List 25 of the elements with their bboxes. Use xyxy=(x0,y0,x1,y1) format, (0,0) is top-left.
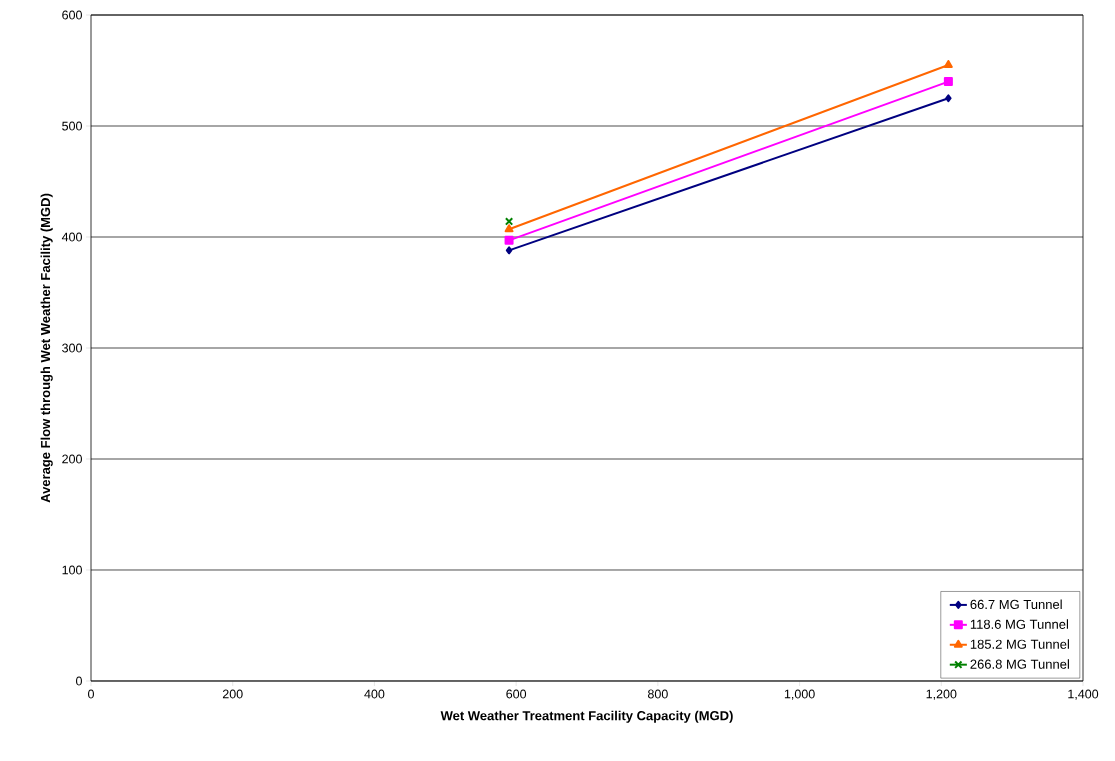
x-tick-label: 200 xyxy=(222,689,243,699)
x-tick-label: 800 xyxy=(647,689,668,699)
y-tick-label: 300 xyxy=(62,343,82,353)
point xyxy=(945,94,952,103)
legend-label: 266.8 MG Tunnel xyxy=(970,659,1069,669)
x-tick-label: 1,200 xyxy=(926,689,957,700)
y-axis-title: Average Flow through Wet Weather Facility (MGD) xyxy=(40,193,53,503)
y-tick-label: 0 xyxy=(76,676,82,686)
legend-label: 118.6 MG Tunnel xyxy=(970,619,1068,629)
x-tick-label: 0 xyxy=(88,689,94,699)
y-tick-label: 600 xyxy=(62,10,82,20)
legend-label: 185.2 MG Tunnel xyxy=(970,639,1069,649)
y-tick-label: 100 xyxy=(62,565,82,575)
y-tick-label: 500 xyxy=(62,121,82,131)
y-tick-label: 200 xyxy=(62,454,82,464)
point xyxy=(504,235,514,245)
x-tick-label: 1,400 xyxy=(1068,689,1099,700)
legend-label: 66.7 MG Tunnel xyxy=(970,599,1062,609)
x-axis-title: Wet Weather Treatment Facility Capacity (MGD) xyxy=(440,710,733,723)
point xyxy=(943,77,953,87)
x-tick-label: 1,000 xyxy=(784,689,815,700)
point xyxy=(505,246,513,255)
y-tick-label: 400 xyxy=(61,232,82,242)
x-tick-label: 400 xyxy=(364,689,385,699)
x-tick-label: 600 xyxy=(506,689,527,699)
